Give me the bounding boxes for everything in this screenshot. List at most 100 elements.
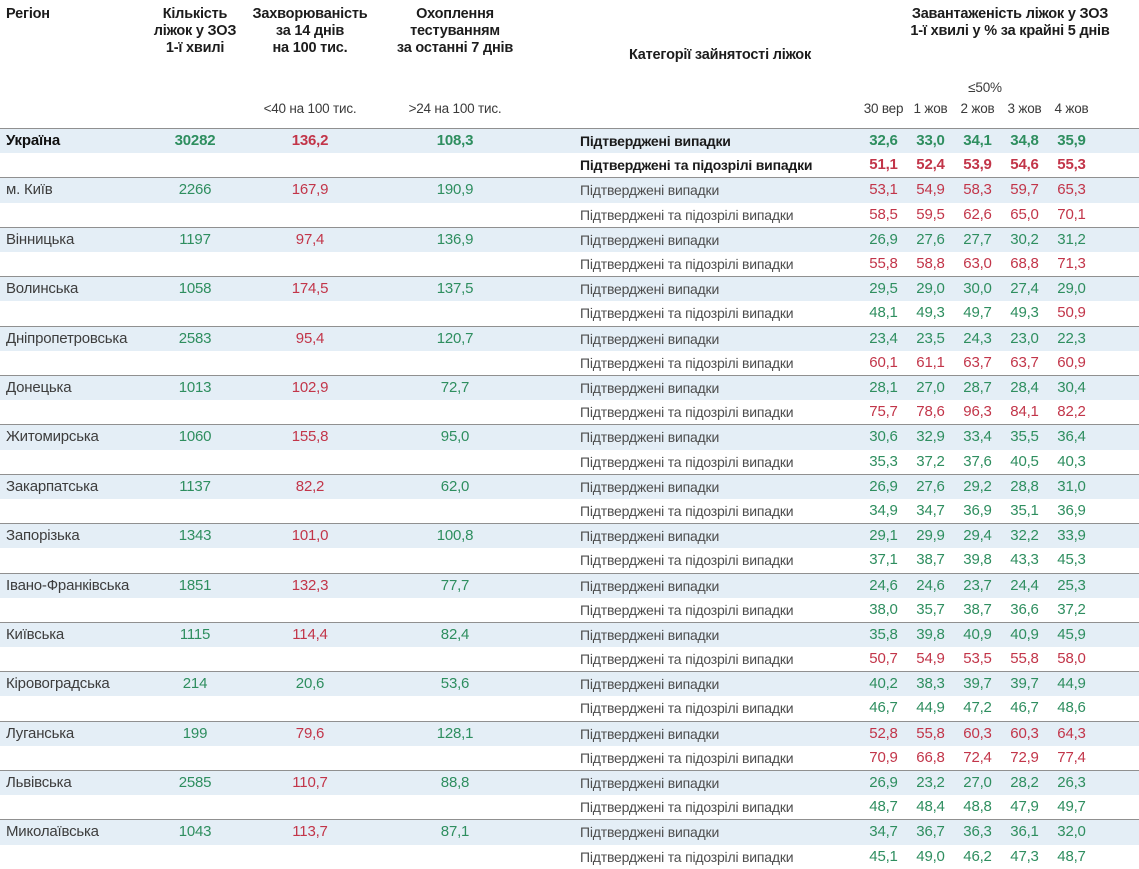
incidence-value: 167,9 — [291, 181, 329, 199]
occupancy-value: 66,8 — [916, 748, 945, 766]
region-name: Волинська — [6, 280, 79, 298]
category-label: Підтверджені та підозрілі випадки — [580, 601, 794, 618]
category-label: Підтверджені та підозрілі випадки — [580, 206, 794, 223]
header-incidence: Захворюваність за 14 днів на 100 тис. — [252, 6, 368, 56]
testing-value: 100,8 — [436, 527, 474, 545]
region-block: Кіровоградська 214 20,6 53,6 Підтверджені ви… — [0, 671, 1139, 720]
beds-value: 1115 — [179, 625, 211, 643]
occupancy-value: 38,7 — [963, 600, 992, 618]
category-label: Підтверджені та підозрілі випадки — [580, 305, 794, 322]
occupancy-value: 44,9 — [916, 699, 945, 717]
beds-value: 1197 — [179, 230, 211, 248]
testing-value: 53,6 — [440, 675, 470, 693]
occupancy-value: 33,4 — [963, 428, 992, 446]
beds-value: 1013 — [178, 378, 212, 396]
region-block: Україна 30282 136,2 108,3 Підтверджені випад… — [0, 128, 1139, 177]
table-row: Львівська 2585 110,7 88,8 Підтверджені випад… — [0, 771, 1139, 796]
testing-value: 120,7 — [436, 329, 474, 347]
occupancy-value: 49,0 — [916, 847, 945, 865]
table-row: Івано-Франківська 1851 132,3 77,7 Підтвердже… — [0, 573, 1139, 598]
occupancy-value: 72,9 — [1010, 748, 1039, 766]
occupancy-value: 34,7 — [916, 501, 945, 519]
category-label: Підтверджені та підозрілі випадки — [580, 799, 794, 816]
table-row: Донецька 1013 102,9 72,7 Підтверджені випадк… — [0, 375, 1139, 401]
occupancy-value: 47,9 — [1010, 798, 1039, 816]
region-name: Дніпропетровська — [6, 329, 128, 347]
occupancy-value: 27,6 — [916, 477, 945, 495]
table-row: Волинська 1058 174,5 137,5 Підтверджені випа… — [0, 277, 1139, 302]
occupancy-value: 33,9 — [1057, 527, 1086, 545]
occupancy-value: 48,4 — [916, 798, 945, 816]
category-label: Підтверджені випадки — [580, 231, 720, 248]
beds-value: 30282 — [174, 132, 216, 149]
table-row: Підтверджені та підозрілі випадки 60,1 61,… — [0, 351, 1139, 375]
occupancy-value: 45,9 — [1057, 625, 1086, 643]
occupancy-value: 37,2 — [916, 452, 945, 470]
occupancy-value: 28,4 — [1010, 378, 1039, 396]
table-body: Україна 30282 136,2 108,3 Підтверджені випад… — [0, 128, 1139, 869]
beds-value: 1043 — [178, 823, 212, 841]
occupancy-value: 36,3 — [963, 823, 992, 841]
occupancy-value: 40,5 — [1010, 452, 1039, 470]
occupancy-value: 55,8 — [869, 254, 898, 272]
occupancy-value: 35,9 — [1057, 132, 1086, 149]
region-block: Львівська 2585 110,7 88,8 Підтверджені випад… — [0, 770, 1139, 819]
date-column-header: 2 жов — [960, 101, 995, 116]
occupancy-value: 63,0 — [963, 254, 992, 272]
occupancy-value: 36,7 — [916, 823, 945, 841]
occupancy-value: 45,1 — [869, 847, 898, 865]
occupancy-value: 38,0 — [869, 600, 898, 618]
occupancy-value: 28,2 — [1010, 774, 1039, 792]
region-name: м. Київ — [6, 181, 53, 199]
table-row: Підтверджені та підозрілі випадки 34,9 34,… — [0, 499, 1139, 523]
beds-value: 2583 — [178, 329, 212, 347]
occupancy-value: 24,4 — [1010, 576, 1039, 594]
occupancy-value: 49,7 — [963, 304, 992, 322]
category-label: Підтверджені та підозрілі випадки — [580, 651, 794, 668]
occupancy-value: 27,6 — [916, 230, 945, 248]
incidence-value: 110,7 — [292, 774, 328, 792]
occupancy-value: 47,3 — [1010, 847, 1039, 865]
occupancy-value: 65,0 — [1010, 205, 1039, 223]
occupancy-value: 35,1 — [1010, 501, 1039, 519]
region-name: Кіровоградська — [6, 675, 110, 693]
occupancy-value: 35,7 — [916, 600, 945, 618]
table-row: Підтверджені та підозрілі випадки 38,0 35,… — [0, 598, 1139, 622]
incidence-value: 20,6 — [295, 675, 325, 693]
occupancy-value: 55,8 — [916, 724, 945, 742]
occupancy-value: 23,5 — [916, 329, 945, 347]
category-label: Підтверджені випадки — [580, 429, 720, 446]
table-row: Підтверджені та підозрілі випадки 48,7 48,… — [0, 795, 1139, 819]
region-block: м. Київ 2266 167,9 190,9 Підтверджені випадк… — [0, 177, 1139, 226]
region-block: Волинська 1058 174,5 137,5 Підтверджені випа… — [0, 276, 1139, 325]
occupancy-value: 37,6 — [963, 452, 992, 470]
occupancy-value: 29,4 — [963, 527, 992, 545]
incidence-value: 174,5 — [291, 280, 329, 298]
occupancy-value: 96,3 — [963, 403, 992, 421]
occupancy-value: 26,9 — [869, 477, 898, 495]
occupancy-value: 53,5 — [963, 650, 992, 668]
occupancy-value: 58,0 — [1057, 650, 1086, 668]
beds-value: 1060 — [178, 428, 212, 446]
category-label: Підтверджені та підозрілі випадки — [580, 700, 794, 717]
region-block: Запорізька 1343 101,0 100,8 Підтверджені вип… — [0, 523, 1139, 572]
date-column-header: 3 жов — [1007, 101, 1042, 116]
category-label: Підтверджені випадки — [580, 478, 720, 495]
category-label: Підтверджені та підозрілі випадки — [580, 453, 794, 470]
testing-value: 128,1 — [436, 724, 474, 742]
occupancy-value: 43,3 — [1010, 551, 1039, 569]
table-row: Дніпропетровська 2583 95,4 120,7 Підтверджен… — [0, 326, 1139, 351]
table-row: Миколаївська 1043 113,7 87,1 Підтверджені ви… — [0, 820, 1139, 845]
occupancy-value: 60,3 — [1010, 724, 1039, 742]
region-block: Луганська 199 79,6 128,1 Підтверджені випадк… — [0, 720, 1139, 770]
testing-value: 136,9 — [436, 230, 474, 248]
occupancy-value: 53,9 — [963, 156, 992, 174]
category-label: Підтверджені та підозрілі випадки — [580, 404, 794, 421]
occupancy-value: 34,8 — [1010, 132, 1039, 149]
table-row: Підтверджені та підозрілі випадки 55,8 58,… — [0, 252, 1139, 276]
occupancy-value: 27,7 — [963, 230, 992, 248]
occupancy-value: 71,3 — [1057, 254, 1086, 272]
region-block: Житомирська 1060 155,8 95,0 Підтверджені вип… — [0, 424, 1139, 473]
occupancy-value: 36,4 — [1057, 428, 1086, 446]
occupancy-value: 84,1 — [1010, 403, 1039, 421]
